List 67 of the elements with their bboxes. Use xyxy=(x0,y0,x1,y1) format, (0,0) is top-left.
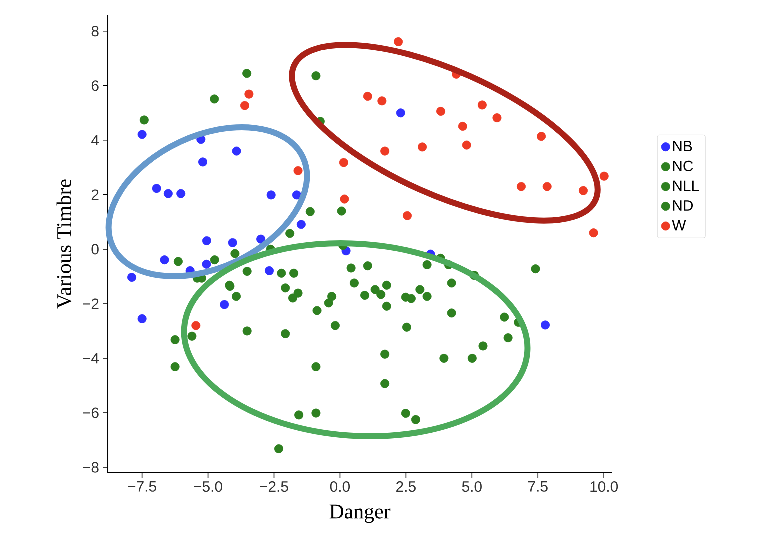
point xyxy=(202,236,212,246)
y-tick-label: 2 xyxy=(92,190,99,200)
point xyxy=(462,140,472,150)
point xyxy=(403,211,412,220)
legend-label: NB xyxy=(673,141,692,152)
x-tick-label: 5.0 xyxy=(462,482,482,492)
point xyxy=(436,107,446,116)
point xyxy=(244,90,254,99)
point xyxy=(152,184,162,194)
point xyxy=(458,122,468,131)
point xyxy=(192,321,201,330)
legend-label: W xyxy=(672,220,686,231)
y-tick-label: −8 xyxy=(83,462,99,473)
point xyxy=(396,108,406,118)
point xyxy=(164,189,173,198)
point xyxy=(542,182,552,192)
x-tick-label: 10.0 xyxy=(590,482,618,492)
y-tick-label: −6 xyxy=(83,408,99,418)
point xyxy=(541,320,550,330)
point xyxy=(380,146,390,156)
x-tick-label: −2.5 xyxy=(260,482,288,492)
point xyxy=(266,190,276,200)
point xyxy=(296,220,306,230)
y-tick-label: 8 xyxy=(92,26,99,37)
point xyxy=(478,100,487,110)
legend-label: NLL xyxy=(673,180,700,192)
point xyxy=(292,190,302,200)
point xyxy=(294,166,303,176)
point xyxy=(176,189,186,198)
point xyxy=(579,186,588,196)
point xyxy=(198,158,208,167)
legend-label: NC xyxy=(673,160,694,172)
x-tick-label: −5.0 xyxy=(194,482,222,492)
y-tick-label: 6 xyxy=(92,80,99,92)
point xyxy=(128,273,137,282)
point xyxy=(363,92,372,102)
point xyxy=(160,256,170,265)
point xyxy=(340,194,350,204)
y-tick-label: 4 xyxy=(92,135,100,146)
point xyxy=(537,132,546,142)
point xyxy=(600,172,609,181)
point xyxy=(265,266,274,276)
point xyxy=(418,142,428,152)
point xyxy=(256,234,266,244)
y-tick-label: −2 xyxy=(83,298,99,310)
point xyxy=(138,314,147,324)
point xyxy=(589,228,598,238)
point xyxy=(202,260,212,269)
point xyxy=(394,37,404,46)
point xyxy=(492,114,502,123)
y-tick-label: 0 xyxy=(92,244,99,255)
point xyxy=(138,130,147,140)
legend-label: ND xyxy=(673,200,694,211)
x-tick-label: 0.0 xyxy=(330,482,350,492)
point xyxy=(240,101,250,110)
x-axis-title: Danger xyxy=(330,504,391,524)
point xyxy=(232,146,242,156)
point xyxy=(339,158,348,168)
y-tick-label: −4 xyxy=(83,353,100,364)
point xyxy=(220,300,230,310)
x-tick-label: −7.5 xyxy=(128,482,156,492)
x-tick-label: 2.5 xyxy=(396,482,416,492)
point xyxy=(378,96,387,106)
point xyxy=(517,182,526,192)
x-tick-label: 7.5 xyxy=(528,482,548,492)
point xyxy=(228,238,238,248)
y-axis-title: Various Timbre xyxy=(56,180,72,309)
